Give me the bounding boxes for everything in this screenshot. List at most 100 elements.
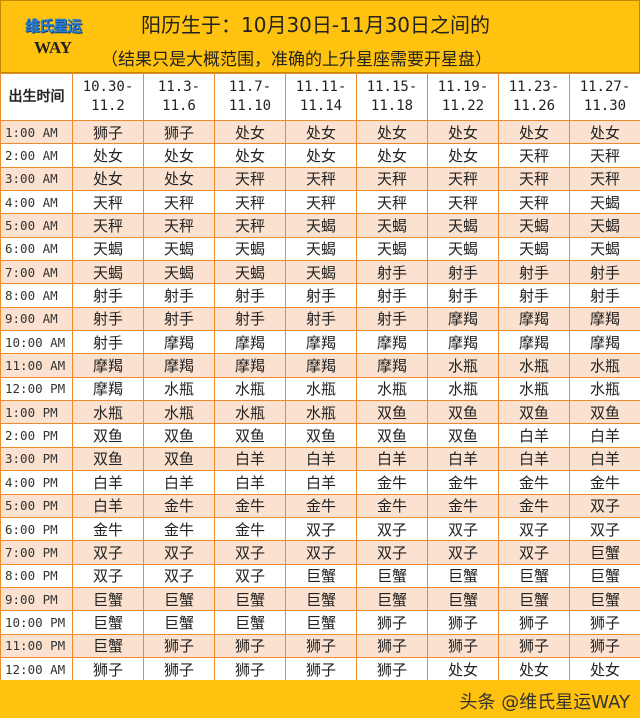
sign-cell: 双鱼 — [356, 423, 428, 448]
birth-time-cell: 2:00 AM — [0, 143, 73, 168]
sign-cell: 金牛 — [143, 516, 215, 542]
sign-cell: 白羊 — [569, 446, 640, 472]
birth-time-cell: 2:00 PM — [0, 423, 73, 448]
sign-cell: 狮子 — [427, 610, 499, 635]
column-header-line: 11.27- — [579, 79, 631, 95]
sign-cell: 金牛 — [214, 516, 286, 542]
sign-cell: 巨蟹 — [285, 610, 357, 635]
page-subtitle: （结果只是大概范围，准确的上升星座需要开星盘） — [101, 50, 492, 70]
sign-cell: 双子 — [214, 563, 286, 588]
birth-time-cell: 1:00 AM — [0, 119, 73, 145]
footer: 头条 @维氏星运WAY — [0, 680, 640, 718]
birth-time-cell: 3:00 AM — [0, 166, 73, 192]
sign-cell: 摩羯 — [214, 353, 286, 378]
sign-cell: 射手 — [569, 283, 640, 308]
birth-time-cell: 3:00 PM — [0, 446, 73, 472]
sign-cell: 双子 — [498, 540, 570, 565]
table-row: 7:00 PM 双子 双子 双子 双子 双子 双子 双子 巨蟹 — [0, 540, 640, 565]
sign-cell: 巨蟹 — [356, 586, 428, 612]
column-header-line: 10.30- — [82, 79, 134, 95]
sign-cell: 双子 — [285, 516, 357, 542]
sign-cell: 摩羯 — [498, 306, 570, 332]
column-header-line: 11.23- — [508, 79, 560, 95]
sign-cell: 水瓶 — [72, 400, 144, 425]
sign-cell: 天秤 — [285, 166, 357, 192]
sign-cell: 双子 — [143, 563, 215, 588]
sign-cell: 射手 — [569, 260, 640, 285]
sign-cell: 狮子 — [356, 610, 428, 635]
sign-cell: 处女 — [356, 119, 428, 145]
sign-cell: 水瓶 — [569, 376, 640, 402]
sign-cell: 摩羯 — [356, 353, 428, 378]
column-header: 11.11- 11.14 — [285, 73, 357, 121]
sign-cell: 狮子 — [498, 633, 570, 658]
sign-cell: 处女 — [498, 656, 570, 682]
sign-cell: 白羊 — [214, 470, 286, 495]
sign-cell: 天蝎 — [72, 236, 144, 262]
column-header-line: 11.15- — [366, 79, 418, 95]
sign-cell: 双鱼 — [427, 423, 499, 448]
table-row: 1:00 AM 狮子 狮子 处女 处女 处女 处女 处女 处女 — [0, 119, 640, 145]
sign-cell: 水瓶 — [214, 400, 286, 425]
column-header-line: 11.2 — [91, 98, 125, 114]
sign-cell: 白羊 — [356, 446, 428, 472]
sign-cell: 水瓶 — [569, 353, 640, 378]
birth-time-cell: 6:00 PM — [0, 516, 73, 542]
sign-cell: 天秤 — [498, 166, 570, 192]
sign-cell: 天秤 — [427, 166, 499, 192]
sign-cell: 狮子 — [214, 656, 286, 682]
sign-cell: 天蝎 — [285, 213, 357, 238]
sign-cell: 射手 — [356, 306, 428, 332]
column-header: 10.30- 11.2 — [72, 73, 144, 121]
table-row: 6:00 AM 天蝎 天蝎 天蝎 天蝎 天蝎 天蝎 天蝎 天蝎 — [0, 236, 640, 262]
table-row: 9:00 AM 射手 射手 射手 射手 射手 摩羯 摩羯 摩羯 — [0, 306, 640, 332]
table-row: 2:00 AM 处女 处女 处女 处女 处女 处女 天秤 天秤 — [0, 143, 640, 168]
sign-cell: 巨蟹 — [72, 610, 144, 635]
sign-cell: 天蝎 — [143, 260, 215, 285]
sign-cell: 巨蟹 — [569, 563, 640, 588]
sign-cell: 天秤 — [427, 190, 499, 215]
sign-cell: 金牛 — [498, 493, 570, 518]
sign-cell: 天秤 — [143, 213, 215, 238]
birth-time-cell: 4:00 AM — [0, 190, 73, 215]
birth-time-cell: 10:00 AM — [0, 330, 73, 355]
sign-cell: 水瓶 — [498, 353, 570, 378]
sign-cell: 巨蟹 — [214, 610, 286, 635]
column-header-line: 11.30 — [583, 98, 627, 114]
sign-cell: 天蝎 — [143, 236, 215, 262]
birth-time-cell: 5:00 AM — [0, 213, 73, 238]
sign-cell: 天蝎 — [356, 236, 428, 262]
column-header-line: 11.19- — [437, 79, 489, 95]
sign-cell: 天秤 — [72, 190, 144, 215]
logo: 维氏星运 WAY — [23, 15, 83, 58]
ascendant-table: 出生时间 10.30- 11.2 11.3- 11.6 11.7- 11.10 11.11-… — [0, 73, 640, 682]
table-row: 12:00 PM 摩羯 水瓶 水瓶 水瓶 水瓶 水瓶 水瓶 水瓶 — [0, 376, 640, 402]
sign-cell: 巨蟹 — [143, 610, 215, 635]
sign-cell: 双子 — [569, 493, 640, 518]
sign-cell: 水瓶 — [143, 376, 215, 402]
birth-time-cell: 12:00 AM — [0, 656, 73, 682]
column-header-line: 11.22 — [441, 98, 485, 114]
sign-cell: 狮子 — [356, 633, 428, 658]
column-header-line: 11.10 — [228, 98, 272, 114]
column-header-line: 11.26 — [512, 98, 556, 114]
sign-cell: 摩羯 — [569, 306, 640, 332]
sign-cell: 射手 — [356, 260, 428, 285]
sign-cell: 巨蟹 — [498, 563, 570, 588]
sign-cell: 狮子 — [143, 633, 215, 658]
sign-cell: 狮子 — [143, 656, 215, 682]
sign-cell: 金牛 — [143, 493, 215, 518]
column-header-line: 11.3- — [157, 79, 201, 95]
table-row: 10:00 AM 射手 摩羯 摩羯 摩羯 摩羯 摩羯 摩羯 摩羯 — [0, 330, 640, 355]
sign-cell: 双鱼 — [143, 446, 215, 472]
sign-cell: 双鱼 — [214, 423, 286, 448]
sign-cell: 摩羯 — [427, 330, 499, 355]
sign-cell: 摩羯 — [498, 330, 570, 355]
sign-cell: 狮子 — [214, 633, 286, 658]
sign-cell: 天蝎 — [285, 260, 357, 285]
sign-cell: 双子 — [427, 516, 499, 542]
sign-cell: 白羊 — [285, 470, 357, 495]
sign-cell: 射手 — [143, 306, 215, 332]
table-row: 11:00 AM 摩羯 摩羯 摩羯 摩羯 摩羯 水瓶 水瓶 水瓶 — [0, 353, 640, 378]
sign-cell: 巨蟹 — [214, 586, 286, 612]
